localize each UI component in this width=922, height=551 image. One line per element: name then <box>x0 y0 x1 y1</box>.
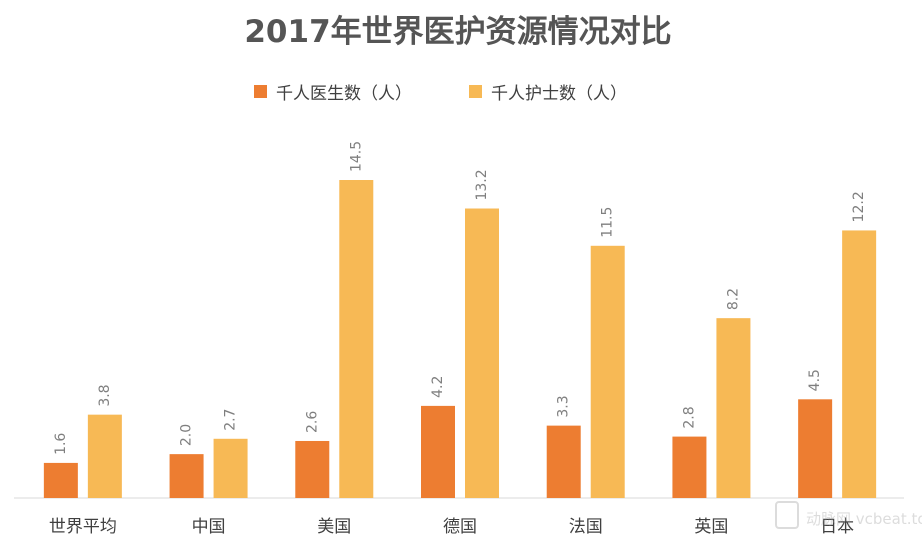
bar-doctors-1 <box>169 454 204 498</box>
value-label-nurses-3: 13.2 <box>474 169 490 200</box>
category-label-5: 英国 <box>694 517 728 537</box>
category-labels: 世界平均 中国 美国 德国 法国 英国 日本 <box>49 517 854 537</box>
category-label-2: 美国 <box>317 517 351 537</box>
category-label-3: 德国 <box>443 517 477 537</box>
bar-nurses-4 <box>590 245 625 498</box>
bar-nurses-6 <box>842 230 877 498</box>
category-label-4: 法国 <box>569 517 603 537</box>
bar-nurses-5 <box>716 318 751 498</box>
legend-swatch-doctors <box>254 85 267 98</box>
value-label-doctors-0: 1.6 <box>53 433 69 455</box>
legend: 千人医生数（人） 千人护士数（人） <box>254 84 627 104</box>
value-label-nurses-5: 8.2 <box>725 288 741 310</box>
value-label-nurses-6: 12.2 <box>851 191 867 222</box>
bar-nurses-3 <box>465 208 499 498</box>
value-label-doctors-6: 4.5 <box>807 369 823 391</box>
value-label-doctors-2: 2.6 <box>304 411 320 433</box>
watermark: 动脉网 vcbeat.top <box>775 501 922 529</box>
value-label-doctors-4: 3.3 <box>556 395 572 417</box>
bar-doctors-3 <box>421 405 455 498</box>
legend-label-nurses: 千人护士数（人） <box>491 84 627 104</box>
legend-swatch-nurses <box>469 85 482 98</box>
bar-nurses-2 <box>339 180 374 498</box>
bar-nurses-1 <box>213 438 248 498</box>
bar-doctors-0 <box>43 462 78 498</box>
watermark-text: 动脉网 vcbeat.top <box>806 510 922 528</box>
legend-label-doctors: 千人医生数（人） <box>276 84 412 104</box>
value-label-nurses-0: 3.8 <box>97 384 113 406</box>
value-label-nurses-1: 2.7 <box>223 409 239 431</box>
value-label-nurses-4: 11.5 <box>600 207 616 238</box>
category-label-1: 中国 <box>192 517 226 537</box>
category-label-6: 日本 <box>820 517 854 537</box>
chart-title: 2017年世界医护资源情况对比 <box>244 14 671 50</box>
bar-doctors-6 <box>798 399 833 498</box>
bar-nurses-0 <box>87 414 122 498</box>
bars <box>43 180 877 498</box>
value-label-doctors-5: 2.8 <box>681 406 697 428</box>
bar-doctors-5 <box>672 436 707 498</box>
value-labels: 1.6 3.8 2.0 2.7 2.6 14.5 4.2 13.2 3.3 11.5 2.8 8.2 4… <box>53 141 867 455</box>
bar-doctors-4 <box>546 425 581 498</box>
watermark-logo-icon <box>775 501 799 529</box>
bar-doctors-2 <box>295 440 330 498</box>
value-label-doctors-1: 2.0 <box>179 424 195 446</box>
value-label-doctors-3: 4.2 <box>430 376 446 398</box>
value-label-nurses-2: 14.5 <box>348 141 364 172</box>
category-label-0: 世界平均 <box>49 517 117 537</box>
